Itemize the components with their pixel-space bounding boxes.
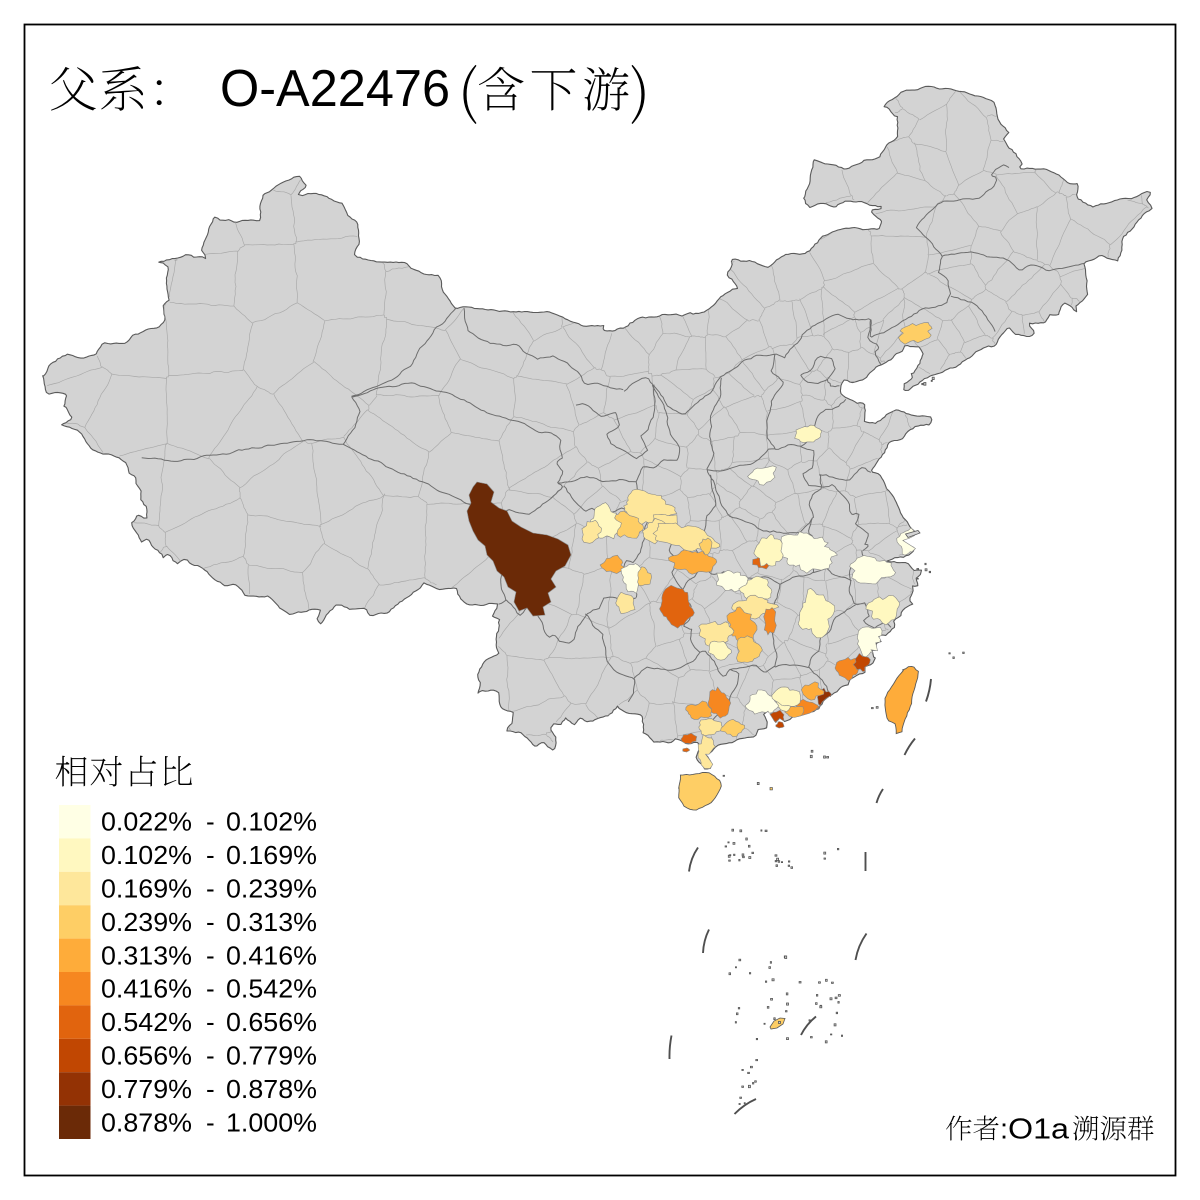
svg-text:-: - [206,1041,215,1071]
svg-text:0.416%: 0.416% [226,940,317,970]
svg-text:0.022%: 0.022% [101,807,192,837]
svg-text:0.878%: 0.878% [226,1074,317,1104]
svg-text:0.313%: 0.313% [226,907,317,937]
svg-text:0.542%: 0.542% [101,1007,192,1037]
svg-text:0.102%: 0.102% [101,840,192,870]
svg-text:0.656%: 0.656% [226,1007,317,1037]
svg-text:0.313%: 0.313% [101,940,192,970]
svg-text:-: - [206,907,215,937]
svg-text:0.239%: 0.239% [226,874,317,904]
svg-text:-: - [206,1007,215,1037]
svg-text:O-A22476: O-A22476 [220,60,450,118]
svg-text:-: - [206,807,215,837]
svg-text::: : [1000,1114,1008,1146]
svg-text:1.000%: 1.000% [226,1107,317,1137]
svg-text:0.878%: 0.878% [101,1107,192,1137]
svg-text:-: - [206,974,215,1004]
svg-text:0.542%: 0.542% [226,974,317,1004]
svg-text:-: - [206,874,215,904]
svg-text:0.102%: 0.102% [226,807,317,837]
svg-text:O1a: O1a [1008,1114,1070,1146]
svg-text:0.169%: 0.169% [226,840,317,870]
svg-text:0.239%: 0.239% [101,907,192,937]
svg-text:0.656%: 0.656% [101,1041,192,1071]
svg-text:0.416%: 0.416% [101,974,192,1004]
svg-text:-: - [206,940,215,970]
svg-text:0.779%: 0.779% [226,1041,317,1071]
svg-text:-: - [206,1074,215,1104]
svg-text:-: - [206,840,215,870]
svg-text:-: - [206,1107,215,1137]
svg-text:0.779%: 0.779% [101,1074,192,1104]
svg-text:0.169%: 0.169% [101,874,192,904]
